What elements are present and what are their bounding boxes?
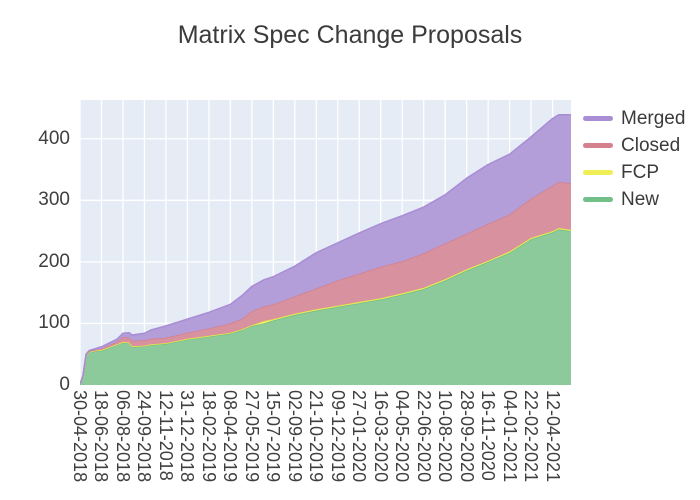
legend-item-new[interactable]: New	[583, 189, 685, 210]
x-tick-label: 10-08-2020	[435, 390, 456, 483]
area-closed[interactable]	[80, 181, 571, 385]
y-tick-label: 0	[59, 374, 70, 395]
x-tick-label: 04-05-2020	[392, 390, 413, 483]
y-tick-label: 400	[38, 127, 70, 149]
legend-label: FCP	[621, 162, 659, 183]
legend-item-closed[interactable]: Closed	[583, 135, 685, 156]
y-tick-label: 300	[38, 189, 70, 211]
x-tick-label: 16-03-2020	[370, 390, 391, 483]
x-tick-label: 18-02-2019	[198, 390, 219, 483]
chart-title: Matrix Spec Change Proposals	[177, 21, 523, 49]
x-tick-label: 12-11-2018	[155, 390, 176, 481]
x-tick-label: 30-04-2018	[70, 390, 90, 483]
legend-swatch-icon	[583, 170, 613, 175]
x-tick-label: 06-08-2018	[112, 390, 133, 483]
x-tick-label: 09-12-2019	[327, 390, 348, 483]
x-tick-label: 15-07-2019	[263, 390, 284, 483]
x-tick-label: 04-01-2021	[499, 390, 520, 483]
legend-item-fcp[interactable]: FCP	[583, 162, 685, 183]
x-tick-label: 21-10-2019	[306, 390, 327, 483]
legend-swatch-icon	[583, 197, 613, 202]
area-new[interactable]	[80, 229, 571, 385]
x-tick-label: 28-09-2020	[456, 390, 477, 483]
legend-label: Closed	[621, 135, 681, 156]
x-tick-label: 16-11-2020	[478, 390, 499, 481]
x-tick-label: 24-09-2018	[134, 390, 155, 483]
legend-label: Merged	[621, 108, 686, 129]
area-merged[interactable]	[80, 114, 571, 385]
x-tick-label: 31-12-2018	[177, 390, 198, 483]
legend-swatch-icon	[583, 143, 613, 148]
y-tick-label: 100	[38, 312, 70, 334]
legend: Merged Closed FCP New	[583, 108, 685, 216]
legend-swatch-icon	[583, 116, 613, 121]
x-tick-label: 02-09-2019	[284, 390, 305, 483]
legend-item-merged[interactable]: Merged	[583, 108, 685, 129]
x-tick-label: 12-04-2021	[542, 390, 563, 483]
x-tick-label: 27-01-2020	[349, 390, 370, 483]
legend-label: New	[621, 189, 660, 210]
x-tick-label: 27-05-2019	[241, 390, 262, 483]
x-tick-label: 22-02-2021	[521, 390, 542, 483]
x-tick-label: 22-06-2020	[413, 390, 434, 483]
x-tick-label: 08-04-2019	[220, 390, 241, 483]
x-tick-label: 18-06-2018	[91, 390, 112, 483]
y-tick-label: 200	[38, 250, 70, 272]
line-merged[interactable]	[80, 114, 571, 385]
plot-area[interactable]	[80, 100, 571, 385]
